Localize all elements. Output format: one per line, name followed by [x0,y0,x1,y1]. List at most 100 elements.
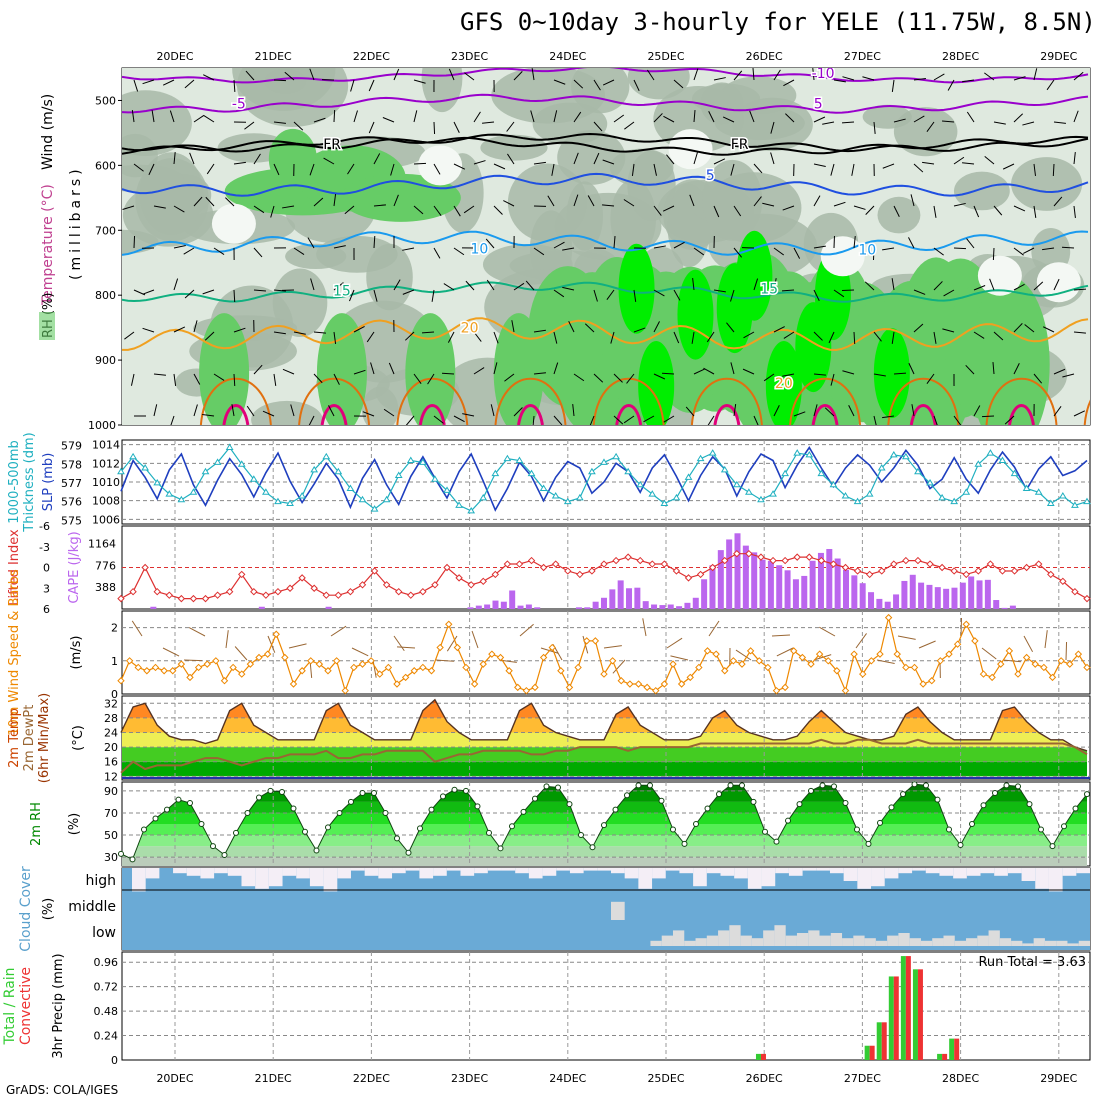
wind-speed-point [738,660,746,668]
cloud-high-bar [378,868,393,879]
wind-barb [427,373,435,385]
cloud-low-bar [1067,943,1079,946]
wind-barb [708,111,715,123]
wind-speed-point [289,680,298,688]
precip-total-bar [912,969,918,1060]
cloud-high-bar [829,868,844,874]
x-tick-top: 22DEC [353,50,390,63]
wind-barb [513,407,523,417]
wind-barb [1042,326,1055,333]
x-tick-bottom: 20DEC [156,1072,193,1085]
isotherm-5 [122,172,1089,197]
lifted-index-point [950,567,958,575]
wind-speed-point [988,673,996,682]
wind-speed-point [427,667,436,675]
wind-speed-point [436,643,444,652]
x-tick-bottom: 26DEC [746,1072,783,1085]
cape-bar [834,558,841,609]
wind-barb [465,280,475,291]
rh-2m-point [853,826,860,833]
cloud-low-bar [808,930,820,946]
y-tick-label: 30 [104,851,118,864]
wind-barb [133,163,144,172]
wind-barb [1022,121,1035,126]
wind-barb [421,331,435,334]
cape-bar [901,580,908,609]
wind-10m-barb [188,627,206,637]
wind-barb [124,331,135,340]
wind-barb [553,331,558,344]
wind-speed-point [376,670,384,678]
wind-barb [733,70,743,81]
precip-conv-bar [869,1045,875,1060]
wind-10m-barb [519,623,534,637]
rh-dry-patch [418,145,463,186]
lifted-index-point [238,570,246,579]
wind-barb [853,205,866,210]
wind-barb [1061,246,1075,249]
wind-speed-point [772,686,781,695]
cape-bar [943,588,950,609]
lifted-index-point [274,588,282,596]
wind-barb [148,163,155,176]
lifted-index-point [431,581,439,589]
thickness-point [660,499,669,506]
lifted-index-point [805,553,813,561]
rh-2m-point [186,800,193,806]
isotherm-label: FR [731,137,749,153]
wind-barb [733,247,743,258]
cloud-high-bar [1007,868,1022,874]
wind-speed-point [634,680,643,688]
cloud-low-bar [706,935,719,946]
wind-barb [193,373,201,385]
thickness-point [974,460,983,467]
lifted-index-point [298,574,306,582]
thickness-point [491,469,500,477]
wind-barb [813,163,826,168]
cape-bar [659,605,666,609]
y-tick-label: 0.48 [94,1005,119,1018]
temp-2m-line [120,698,1088,752]
rh-2m-point [1014,783,1021,790]
wind-barb [1013,205,1026,212]
wind-barb [293,121,304,131]
cloud-low-bar [684,940,696,946]
wind-barb [433,415,444,424]
cloud-high-bar [761,868,776,887]
cloud-high-bar [145,868,160,879]
slp-line [120,446,1088,512]
wind-barb [713,77,726,81]
cloud-left-label: Cloud Cover [18,866,34,952]
lifted-index-point [346,588,355,596]
wind-speed-point [936,657,945,665]
wind-barb [284,71,295,81]
slp-right-label-text: SLP (mb) [41,453,56,512]
wind-barb [1013,363,1020,375]
wind-barb [593,79,601,91]
lifted-index-point [829,560,838,568]
wind-barb [646,69,655,81]
wind-barb [589,415,595,425]
y-tick-label: 1012 [92,457,120,470]
wind-barb [992,362,995,375]
thickness-point [962,488,971,495]
wind-speed-point [1048,673,1057,682]
wind-barb [842,76,855,81]
thickness-point [877,464,886,471]
wind-barb [962,162,975,165]
wind-barb [913,289,926,295]
cape-bar [918,582,925,609]
wind-barb [533,372,546,375]
wind-barb [313,331,326,334]
thickness-point [165,490,174,497]
thickness-point [926,478,934,486]
wind-barb [202,289,215,295]
wind-barb [273,373,277,386]
wind-barb [842,370,855,375]
wind-barb [602,204,615,207]
isotherm-30-loop [713,404,741,425]
wind-barb [770,152,775,165]
cloud-high-bar [419,868,434,879]
wind-speed-point [962,620,970,628]
wind-barb [933,331,937,344]
